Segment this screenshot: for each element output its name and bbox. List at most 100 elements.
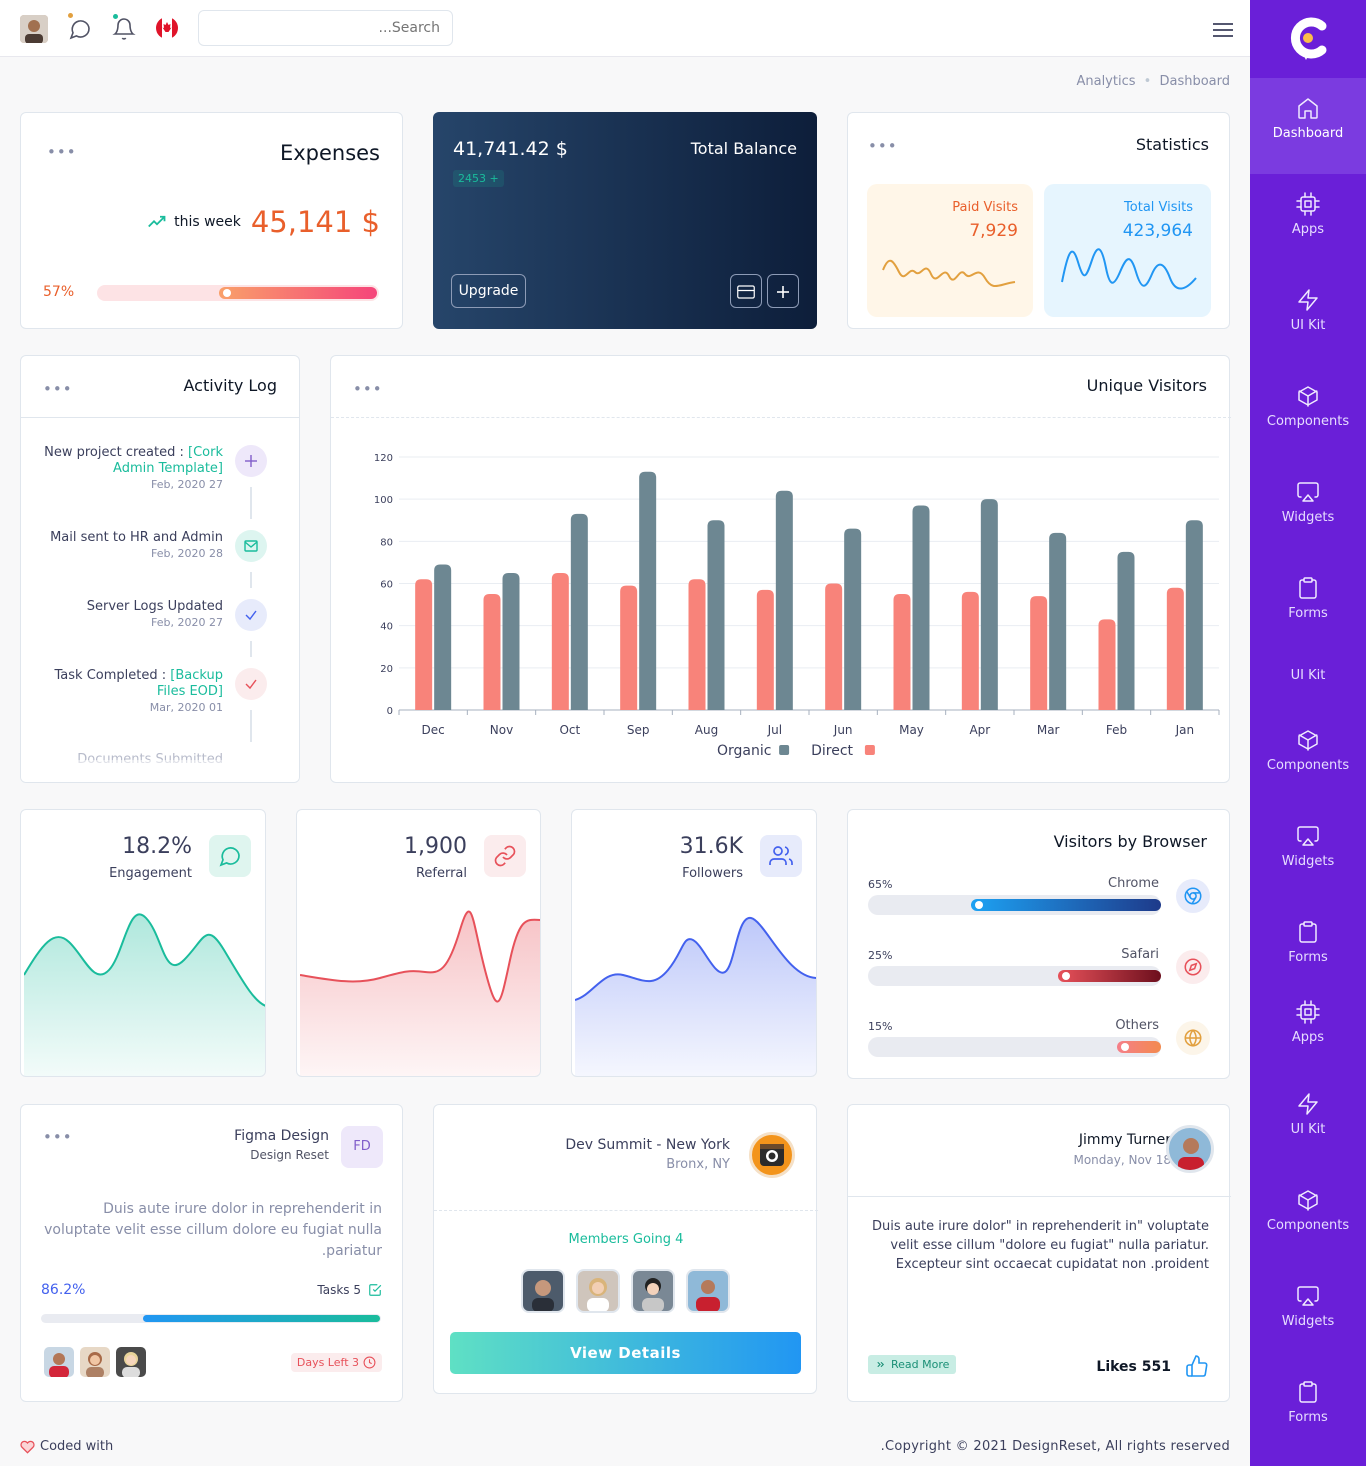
post-likes: Likes 551: [1096, 1359, 1171, 1375]
more-options-icon[interactable]: •••: [868, 141, 898, 151]
check-icon: [235, 599, 267, 631]
visitors-by-browser-card: Visitors by Browser 65% Chrome 25% Safari …: [847, 809, 1230, 1079]
team-avatar[interactable]: [80, 1347, 110, 1377]
activity-link[interactable]: Admin Template]: [44, 461, 223, 477]
bar-organic[interactable]: [1049, 533, 1066, 710]
sidebar-item-label: Components: [1267, 758, 1349, 773]
sidebar-item-ui-kit[interactable]: UI Kit: [1250, 288, 1366, 333]
bar-organic[interactable]: [913, 505, 930, 710]
team-avatar[interactable]: [116, 1347, 146, 1377]
sidebar-item-label: Apps: [1292, 222, 1324, 237]
bar-organic[interactable]: [434, 565, 451, 710]
bar-direct[interactable]: [484, 594, 501, 710]
clipboard-icon: [1250, 1380, 1366, 1404]
expenses-period: this week: [174, 214, 241, 230]
menu-icon[interactable]: [1212, 21, 1234, 39]
x-tick-label: Jul: [767, 723, 782, 737]
home-icon: [1250, 96, 1366, 120]
y-tick-label: 120: [374, 453, 393, 464]
canada-flag-icon[interactable]: [156, 17, 178, 39]
legend-label[interactable]: Direct: [811, 743, 853, 759]
bar-direct[interactable]: [552, 573, 569, 710]
bell-icon[interactable]: [112, 17, 136, 41]
bar-organic[interactable]: [639, 472, 656, 710]
legend-label[interactable]: Organic: [717, 743, 771, 759]
activity-link[interactable]: [Backup: [170, 668, 223, 683]
member-avatar[interactable]: [521, 1269, 565, 1313]
bar-direct[interactable]: [415, 579, 432, 710]
chrome-icon: [1176, 879, 1210, 913]
read-more-button[interactable]: Read More: [868, 1355, 956, 1374]
sidebar-item-widgets[interactable]: Widgets: [1250, 824, 1366, 869]
more-options-icon[interactable]: •••: [43, 1132, 73, 1142]
activity-log-card: ••• Activity Log New project created : […: [20, 355, 300, 783]
thumbs-up-icon[interactable]: [1185, 1354, 1209, 1378]
sidebar-item-forms[interactable]: Forms: [1250, 920, 1366, 965]
upgrade-button[interactable]: Upgrade: [451, 274, 526, 308]
event-title: Dev Summit - New York: [565, 1137, 730, 1153]
member-avatar[interactable]: [631, 1269, 675, 1313]
bar-direct[interactable]: [1099, 619, 1116, 710]
sidebar-item-widgets[interactable]: Widgets: [1250, 480, 1366, 525]
paid-visits-value: 7,929: [969, 221, 1018, 241]
team-avatar[interactable]: [44, 1347, 74, 1377]
sidebar-item-widgets[interactable]: Widgets: [1250, 1284, 1366, 1329]
activity-link[interactable]: Files EOD]: [55, 684, 223, 700]
sidebar-item-components[interactable]: Components: [1250, 1188, 1366, 1233]
sidebar-item-dashboard[interactable]: Dashboard: [1250, 78, 1366, 174]
bar-direct[interactable]: [689, 579, 706, 710]
bar-direct[interactable]: [757, 590, 774, 710]
bar-direct[interactable]: [962, 592, 979, 710]
sidebar-item-apps[interactable]: Apps: [1250, 1000, 1366, 1045]
breadcrumb-parent[interactable]: Analytics: [1076, 74, 1135, 89]
mail-icon: [235, 530, 267, 562]
bar-direct[interactable]: [894, 594, 911, 710]
y-tick-label: 100: [374, 495, 393, 506]
more-options-icon[interactable]: •••: [47, 147, 77, 157]
member-avatar[interactable]: [686, 1269, 730, 1313]
sidebar-item-forms[interactable]: Forms: [1250, 1380, 1366, 1425]
user-avatar[interactable]: [20, 15, 48, 43]
project-percent: 86.2%: [41, 1282, 85, 1298]
y-tick-label: 20: [380, 664, 393, 675]
message-icon[interactable]: [68, 17, 92, 41]
project-subtitle: Design Reset: [250, 1148, 329, 1162]
airplay-icon: [1250, 1284, 1366, 1308]
check-square-icon: [368, 1283, 382, 1297]
view-details-button[interactable]: View Details: [450, 1332, 801, 1374]
bar-direct[interactable]: [620, 586, 637, 710]
sidebar-item-apps[interactable]: Apps: [1250, 192, 1366, 237]
add-button[interactable]: [767, 274, 799, 308]
member-avatar[interactable]: [576, 1269, 620, 1313]
more-options-icon[interactable]: •••: [353, 384, 383, 394]
bar-organic[interactable]: [844, 529, 861, 710]
sidebar-item-components[interactable]: Components: [1250, 728, 1366, 773]
bar-direct[interactable]: [1030, 596, 1047, 710]
bar-organic[interactable]: [503, 573, 520, 710]
bar-organic[interactable]: [981, 499, 998, 710]
y-tick-label: 80: [380, 537, 393, 548]
sidebar-item-ui-kit[interactable]: UI Kit: [1250, 1092, 1366, 1137]
y-tick-label: 40: [380, 622, 393, 633]
sidebar-item-forms[interactable]: Forms: [1250, 576, 1366, 621]
browser-progress-fill: [971, 899, 1161, 911]
sidebar-item-ui-kit[interactable]: UI Kit: [1250, 668, 1366, 683]
footer-left: Coded with: [20, 1439, 113, 1454]
bar-organic[interactable]: [571, 514, 588, 710]
bar-organic[interactable]: [708, 520, 725, 710]
author-avatar[interactable]: [1166, 1125, 1214, 1173]
activity-link[interactable]: [Cork: [188, 445, 223, 460]
brand-logo[interactable]: [1286, 14, 1330, 64]
unique-visitors-card: ••• Unique Visitors 0 20 40 60 80 100 120 Dec No…: [330, 355, 1230, 783]
days-left-badge: Days Left 3: [291, 1353, 382, 1372]
bar-direct[interactable]: [825, 584, 842, 711]
bar-direct[interactable]: [1167, 588, 1184, 710]
bar-organic[interactable]: [1118, 552, 1135, 710]
project-tasks: Tasks 5: [317, 1283, 382, 1297]
bar-organic[interactable]: [1186, 520, 1203, 710]
bar-organic[interactable]: [776, 491, 793, 710]
more-options-icon[interactable]: •••: [43, 384, 73, 394]
search-input[interactable]: [198, 10, 453, 46]
card-button[interactable]: [730, 274, 762, 308]
sidebar-item-components[interactable]: Components: [1250, 384, 1366, 429]
